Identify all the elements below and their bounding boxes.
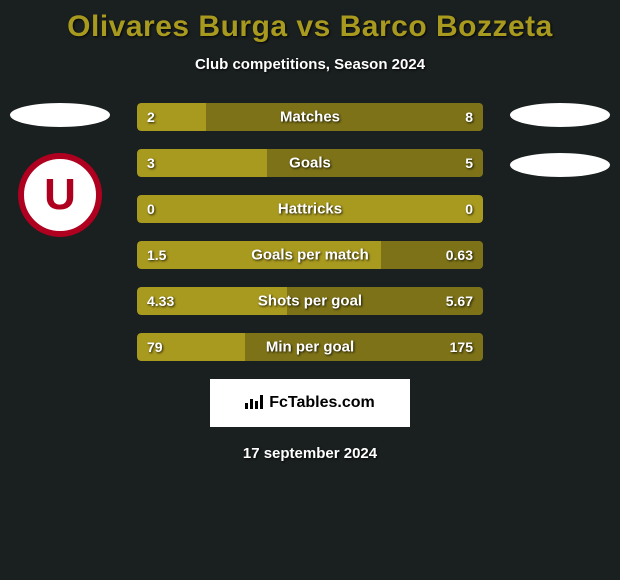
stat-right-value: 5.67 — [446, 293, 473, 309]
stat-right-value: 8 — [465, 109, 473, 125]
stat-left-value: 2 — [147, 109, 155, 125]
stat-right-value: 0.63 — [446, 247, 473, 263]
page-subtitle: Club competitions, Season 2024 — [0, 56, 620, 73]
page-title: Olivares Burga vs Barco Bozzeta — [0, 0, 620, 44]
stat-left-value: 3 — [147, 155, 155, 171]
player-right-placeholder — [510, 103, 610, 127]
stat-row-shots-per-goal: 4.33 Shots per goal 5.67 — [137, 287, 483, 315]
stat-left-value: 79 — [147, 339, 163, 355]
stat-row-goals-per-match: 1.5 Goals per match 0.63 — [137, 241, 483, 269]
left-player-column: U — [0, 103, 120, 237]
stat-row-goals: 3 Goals 5 — [137, 149, 483, 177]
stat-label: Goals — [289, 155, 331, 172]
stat-label: Shots per goal — [258, 293, 362, 310]
date-line: 17 september 2024 — [0, 445, 620, 462]
stat-right-value: 175 — [450, 339, 473, 355]
right-player-column — [500, 103, 620, 203]
stat-label: Matches — [280, 109, 340, 126]
chart-area: U 2 Matches 8 3 Goals 5 — [0, 103, 620, 361]
bar-fill-right — [206, 103, 483, 131]
stat-label: Goals per match — [251, 247, 369, 264]
stat-row-min-per-goal: 79 Min per goal 175 — [137, 333, 483, 361]
stat-row-hattricks: 0 Hattricks 0 — [137, 195, 483, 223]
bars-icon — [245, 395, 263, 412]
stat-row-matches: 2 Matches 8 — [137, 103, 483, 131]
club-right-placeholder — [510, 153, 610, 177]
stat-left-value: 1.5 — [147, 247, 166, 263]
player-left-placeholder — [10, 103, 110, 127]
club-badge-left: U — [18, 153, 102, 237]
brand-footer-box: FcTables.com — [210, 379, 410, 427]
comparison-infographic: Olivares Burga vs Barco Bozzeta Club com… — [0, 0, 620, 580]
stat-label: Hattricks — [278, 201, 342, 218]
stat-right-value: 5 — [465, 155, 473, 171]
club-badge-letter: U — [44, 170, 76, 220]
stat-right-value: 0 — [465, 201, 473, 217]
brand-text: FcTables.com — [269, 394, 375, 412]
stat-left-value: 0 — [147, 201, 155, 217]
stat-label: Min per goal — [266, 339, 354, 356]
stat-bars: 2 Matches 8 3 Goals 5 0 Hattricks 0 — [137, 103, 483, 361]
stat-left-value: 4.33 — [147, 293, 174, 309]
